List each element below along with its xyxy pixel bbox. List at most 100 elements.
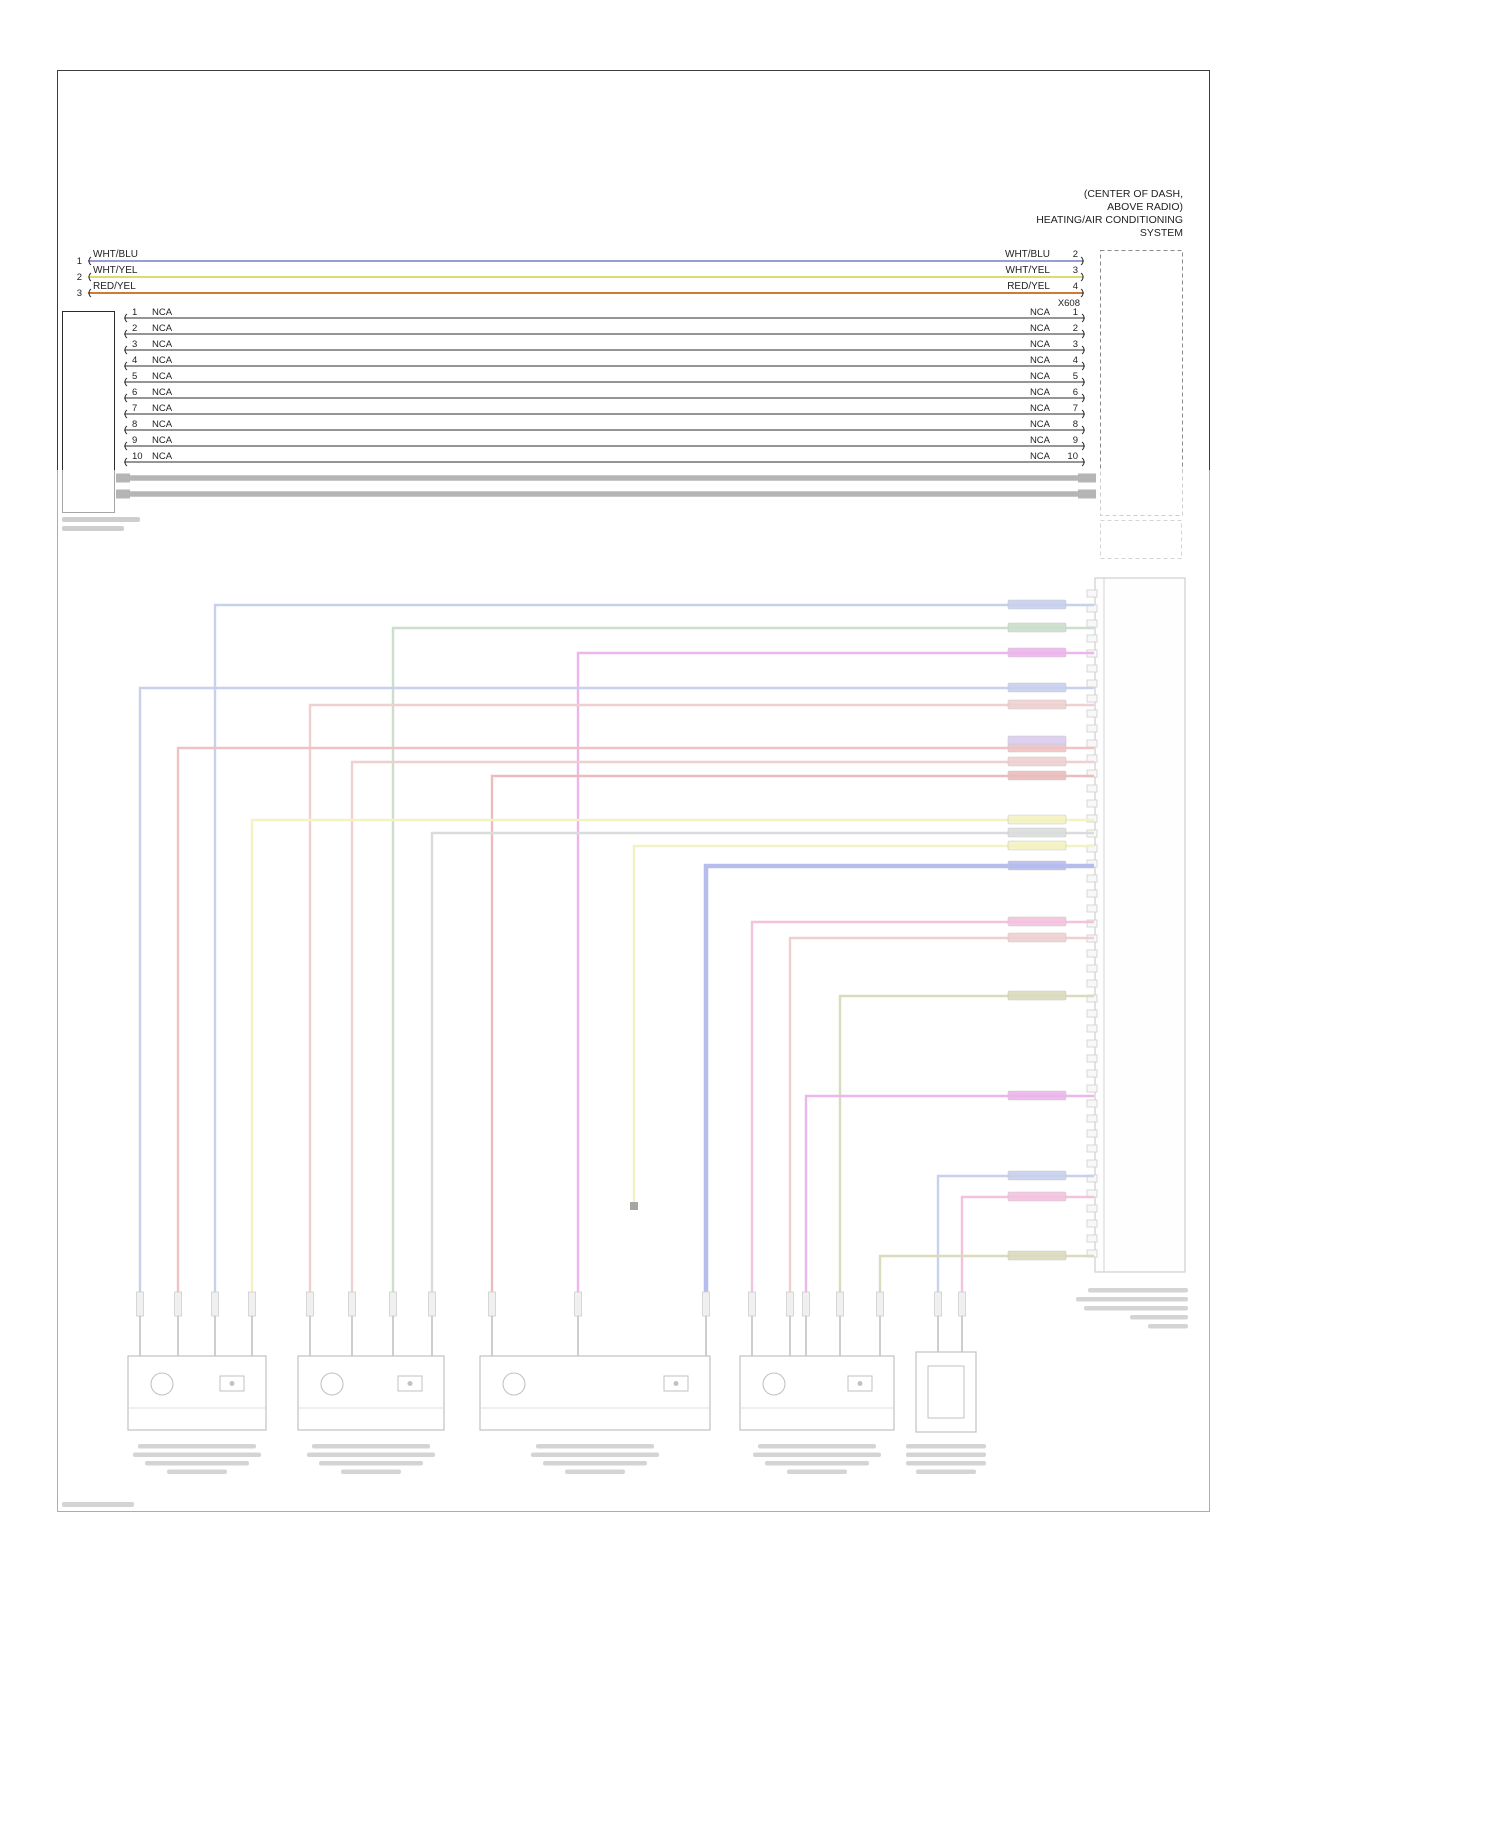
connector-bracket-right bbox=[1080, 256, 1084, 266]
left-pin: 4 bbox=[132, 355, 137, 366]
top-wire-row-wht-blu: 1 WHT/BLU WHT/BLU 2 bbox=[77, 249, 1084, 267]
nca-wire-row: 9 NCA NCA 9 bbox=[124, 435, 1085, 451]
connector-bracket-left bbox=[124, 457, 128, 467]
right-pin: 7 bbox=[1073, 403, 1078, 414]
connector-bracket-right bbox=[1081, 361, 1085, 371]
connector-bracket-right bbox=[1081, 313, 1085, 323]
connector-bracket-right bbox=[1081, 345, 1085, 355]
nca-wire-row: 7 NCA NCA 7 bbox=[124, 403, 1085, 419]
wire-label-left: NCA bbox=[152, 371, 173, 382]
wire-label-left: NCA bbox=[152, 339, 173, 350]
connector-bracket-right bbox=[1081, 457, 1085, 467]
wire-label-right: NCA bbox=[1030, 403, 1051, 414]
wire-label-left: NCA bbox=[152, 451, 173, 462]
connector-bracket-left bbox=[124, 313, 128, 323]
right-pin: 3 bbox=[1073, 339, 1078, 350]
left-pin: 7 bbox=[132, 403, 137, 414]
wire-label-right: NCA bbox=[1030, 435, 1051, 446]
connector-bracket-right bbox=[1081, 441, 1085, 451]
connector-bracket-left bbox=[88, 256, 92, 266]
nca-wire-row: 2 NCA NCA 2 bbox=[124, 323, 1085, 339]
wire-label-left: WHT/YEL bbox=[93, 265, 138, 276]
connector-bracket-right bbox=[1081, 425, 1085, 435]
connector-bracket-right bbox=[1080, 288, 1084, 298]
right-pin: 2 bbox=[1073, 249, 1078, 260]
connector-bracket-right bbox=[1081, 409, 1085, 419]
wire-label-right: NCA bbox=[1030, 371, 1051, 382]
nca-wire-row: 1 NCA NCA 1 bbox=[124, 307, 1085, 323]
location-note-line2: ABOVE RADIO) bbox=[1107, 201, 1183, 213]
connector-bracket-left bbox=[88, 272, 92, 282]
location-note-line1: (CENTER OF DASH, bbox=[1084, 188, 1183, 200]
connector-id-label: X608 bbox=[1058, 298, 1080, 309]
top-wire-row-wht-yel: 2 WHT/YEL WHT/YEL 3 bbox=[77, 265, 1084, 283]
connector-bracket-left bbox=[124, 361, 128, 371]
left-pin: 2 bbox=[132, 323, 137, 334]
wire-label-left: NCA bbox=[152, 387, 173, 398]
wire-label-right: NCA bbox=[1030, 387, 1051, 398]
right-pin: 5 bbox=[1073, 371, 1078, 382]
right-pin: 1 bbox=[1073, 307, 1078, 318]
wire-label-left: NCA bbox=[152, 355, 173, 366]
right-pin: 9 bbox=[1073, 435, 1078, 446]
nca-wire-row: 5 NCA NCA 5 bbox=[124, 371, 1085, 387]
wire-label-left: RED/YEL bbox=[93, 281, 136, 292]
connector-bracket-right bbox=[1080, 272, 1084, 282]
connector-bracket-left bbox=[124, 393, 128, 403]
right-pin: 6 bbox=[1073, 387, 1078, 398]
nca-wire-row: 3 NCA NCA 3 bbox=[124, 339, 1085, 355]
wire-label-right: NCA bbox=[1030, 323, 1051, 334]
wire-label-right: NCA bbox=[1030, 307, 1051, 318]
right-pin: 4 bbox=[1073, 355, 1078, 366]
right-pin: 10 bbox=[1067, 451, 1078, 462]
left-pin: 1 bbox=[132, 307, 137, 318]
top-wire-row-red-yel: 3 RED/YEL RED/YEL 4 bbox=[77, 281, 1084, 299]
wire-label-right: RED/YEL bbox=[1007, 281, 1050, 292]
wire-label-left: NCA bbox=[152, 435, 173, 446]
wire-label-left: NCA bbox=[152, 403, 173, 414]
wire-label-left: NCA bbox=[152, 307, 173, 318]
left-pin: 10 bbox=[132, 451, 143, 462]
left-pin: 1 bbox=[77, 256, 82, 267]
fade-overlay bbox=[50, 470, 1220, 1520]
system-name-line1: HEATING/AIR CONDITIONING bbox=[1036, 214, 1183, 226]
right-pin: 8 bbox=[1073, 419, 1078, 430]
connector-bracket-left bbox=[124, 345, 128, 355]
wire-label-right: NCA bbox=[1030, 355, 1051, 366]
left-pin: 3 bbox=[132, 339, 137, 350]
connector-bracket-right bbox=[1081, 377, 1085, 387]
wire-label-left: NCA bbox=[152, 419, 173, 430]
left-pin: 9 bbox=[132, 435, 137, 446]
connector-bracket-right bbox=[1081, 393, 1085, 403]
nca-wire-row: 6 NCA NCA 6 bbox=[124, 387, 1085, 403]
left-pin: 6 bbox=[132, 387, 137, 398]
wire-label-left: NCA bbox=[152, 323, 173, 334]
wire-label-right: WHT/BLU bbox=[1005, 249, 1050, 260]
connector-bracket-left bbox=[124, 377, 128, 387]
right-pin: 2 bbox=[1073, 323, 1078, 334]
connector-bracket-left bbox=[124, 441, 128, 451]
connector-bracket-left bbox=[124, 329, 128, 339]
system-name-line2: SYSTEM bbox=[1140, 227, 1183, 239]
header-block: (CENTER OF DASH, ABOVE RADIO) HEATING/AI… bbox=[1036, 188, 1183, 239]
wire-label-left: WHT/BLU bbox=[93, 249, 138, 260]
left-pin: 5 bbox=[132, 371, 137, 382]
wire-label-right: NCA bbox=[1030, 419, 1051, 430]
wire-label-right: NCA bbox=[1030, 451, 1051, 462]
connector-bracket-left bbox=[124, 409, 128, 419]
right-pin: 3 bbox=[1073, 265, 1078, 276]
left-pin: 8 bbox=[132, 419, 137, 430]
connector-bracket-left bbox=[124, 425, 128, 435]
connector-bracket-right bbox=[1081, 329, 1085, 339]
left-pin: 3 bbox=[77, 288, 82, 299]
connector-bracket-left bbox=[88, 288, 92, 298]
nca-wire-row: 8 NCA NCA 8 bbox=[124, 419, 1085, 435]
wire-label-right: WHT/YEL bbox=[1006, 265, 1051, 276]
nca-wire-row: 4 NCA NCA 4 bbox=[124, 355, 1085, 371]
nca-wire-row: 10 NCA NCA 10 bbox=[124, 451, 1085, 467]
left-pin: 2 bbox=[77, 272, 82, 283]
wire-label-right: NCA bbox=[1030, 339, 1051, 350]
right-pin: 4 bbox=[1073, 281, 1078, 292]
